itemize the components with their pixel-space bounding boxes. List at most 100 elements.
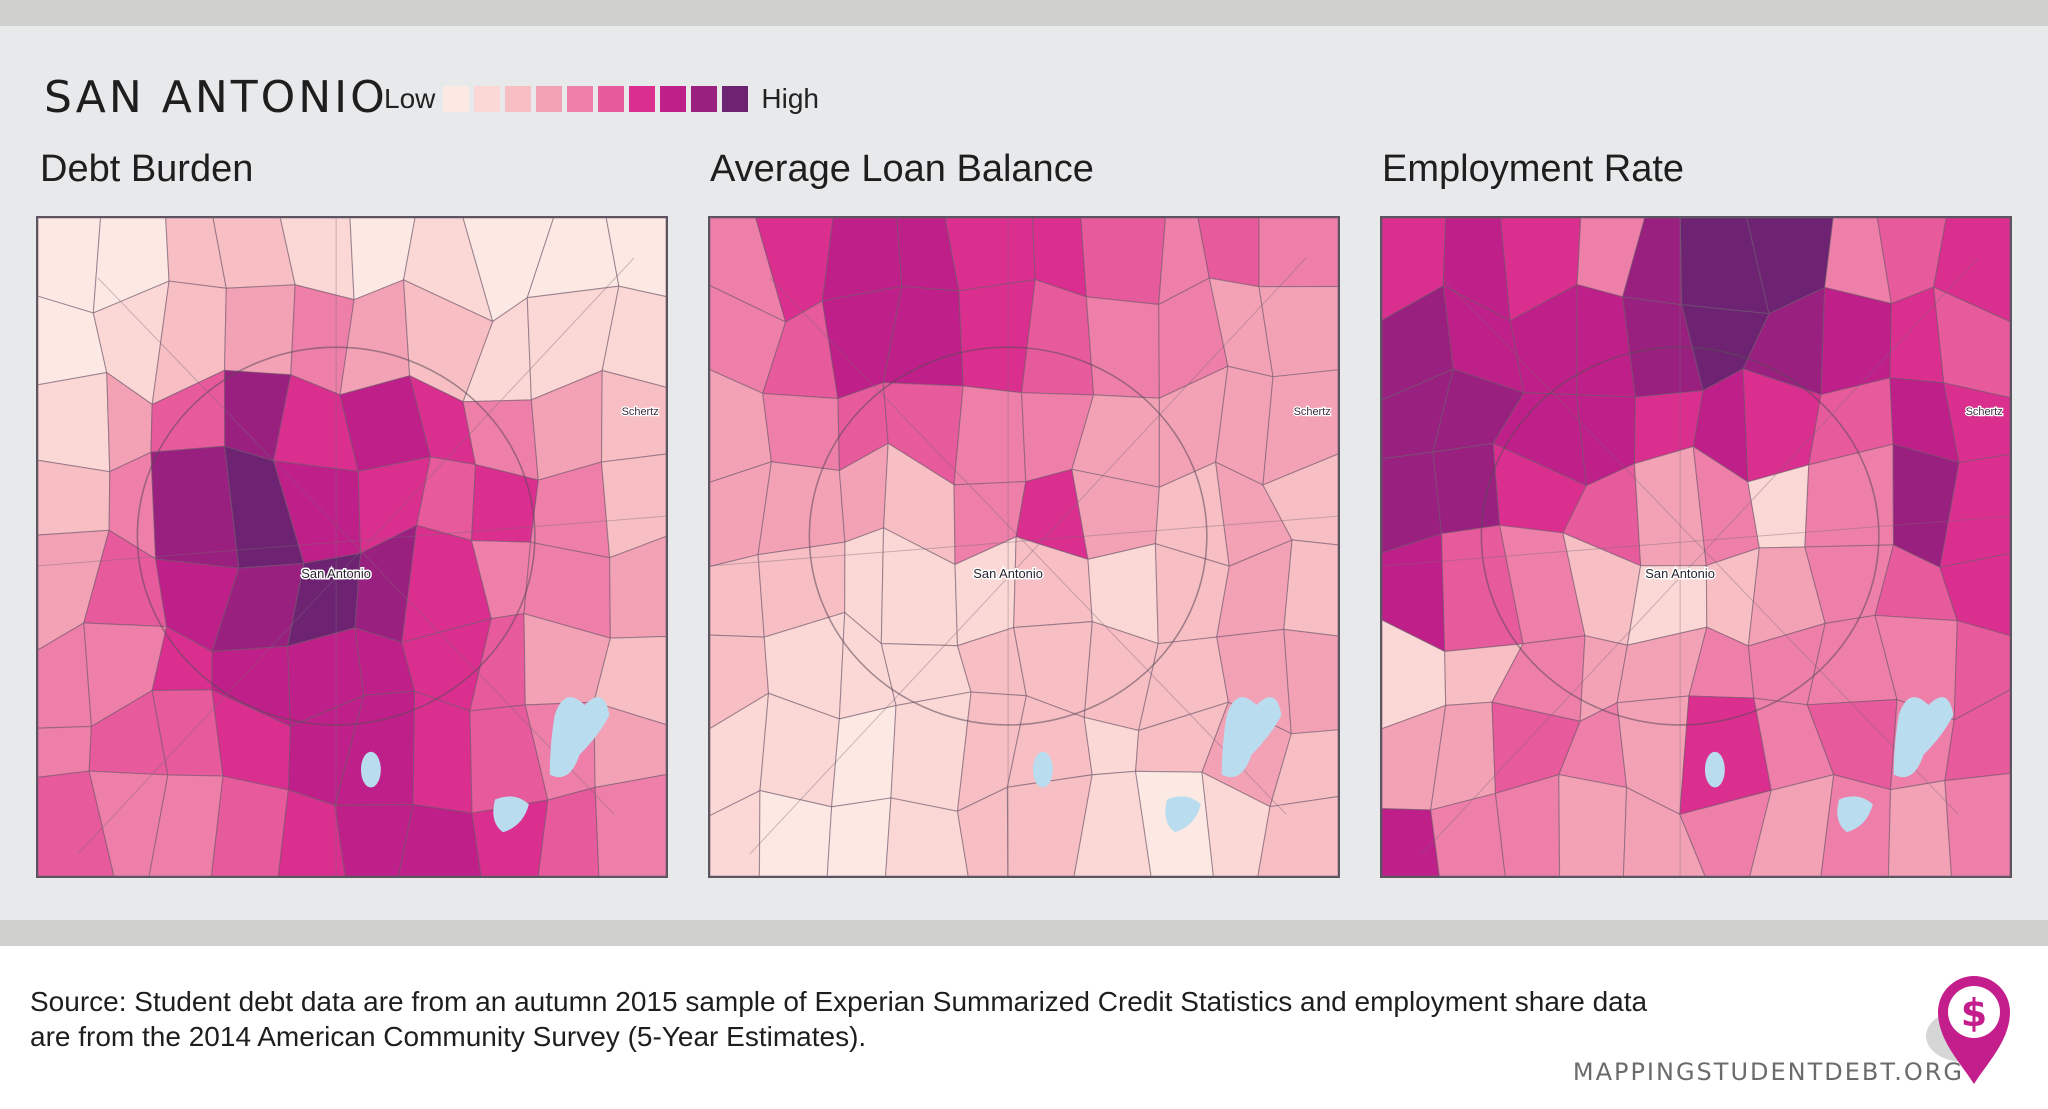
legend-swatch-2 (474, 86, 501, 112)
top-divider-bar (0, 0, 2048, 26)
highway-road (749, 257, 1307, 855)
map-region[interactable] (38, 725, 93, 778)
highway-road (38, 515, 666, 567)
map-region[interactable] (1258, 218, 1338, 288)
map-region[interactable] (758, 789, 833, 876)
map-region[interactable] (1201, 771, 1271, 876)
highway-road (77, 257, 635, 855)
legend-swatch-5 (567, 86, 594, 112)
highway-road (1382, 515, 2010, 567)
city-label: San Antonio (301, 566, 371, 581)
map-region[interactable] (38, 459, 111, 536)
map-region[interactable] (609, 535, 666, 639)
map-region[interactable] (953, 385, 1027, 486)
map-region[interactable] (38, 371, 111, 473)
map-region[interactable] (1382, 808, 1440, 876)
map-region[interactable] (710, 789, 761, 876)
map-region[interactable] (1283, 628, 1338, 735)
map-region[interactable] (1887, 779, 1953, 876)
map-region[interactable] (1943, 382, 2010, 464)
map-region[interactable] (600, 453, 666, 559)
map-region[interactable] (1953, 619, 2010, 721)
map-region[interactable] (88, 770, 169, 876)
legend-swatch-10 (722, 86, 749, 112)
svg-text:$: $ (1961, 991, 1987, 1035)
legend-swatch-1 (443, 86, 470, 112)
city-label: San Antonio (1645, 566, 1715, 581)
map-region[interactable] (1622, 786, 1706, 876)
map-region[interactable] (600, 369, 666, 463)
map-region[interactable] (1257, 796, 1338, 876)
map-region[interactable] (1820, 286, 1892, 396)
map-region[interactable] (593, 701, 666, 789)
lake-shape (1704, 751, 1725, 788)
map-region[interactable] (210, 775, 290, 876)
map-region[interactable] (1944, 689, 2010, 782)
map-region[interactable] (1939, 453, 2010, 569)
map-region[interactable] (593, 635, 666, 726)
choropleth-map-debt-burden: San Antonio Schertz (38, 218, 666, 876)
city-title: SAN ANTONIO (44, 72, 388, 123)
map-region[interactable] (601, 285, 666, 388)
map-region[interactable] (334, 803, 414, 876)
legend-swatch-6 (598, 86, 625, 112)
map-region[interactable] (1073, 770, 1152, 876)
map-region[interactable] (1262, 369, 1338, 486)
map-region[interactable] (885, 797, 969, 876)
map-region[interactable] (150, 445, 240, 569)
legend-swatch-8 (660, 86, 687, 112)
map-region[interactable] (277, 789, 346, 876)
map-region[interactable] (1006, 774, 1093, 876)
map-region[interactable] (1080, 218, 1166, 306)
map-region[interactable] (537, 786, 600, 876)
highway-road (710, 515, 1338, 567)
map-region[interactable] (1494, 773, 1561, 876)
suburb-label: Schertz (1294, 406, 1331, 418)
map-region[interactable] (1430, 792, 1506, 876)
map-region[interactable] (1085, 296, 1160, 399)
lake-shape (549, 697, 610, 778)
map-region[interactable] (412, 690, 473, 814)
map-region[interactable] (826, 797, 892, 876)
map-region[interactable] (1432, 442, 1501, 535)
legend-swatch-3 (505, 86, 532, 112)
map-employment-rate[interactable]: San Antonio Schertz (1380, 216, 2012, 878)
bottom-divider-bar (0, 920, 2048, 946)
map-debt-burden[interactable]: San Antonio Schertz (36, 216, 668, 878)
map-region[interactable] (397, 803, 482, 876)
highway-road (97, 277, 615, 815)
suburb-label: Schertz (1966, 406, 2003, 418)
legend-swatch-4 (536, 86, 563, 112)
suburb-label: Schertz (622, 406, 659, 418)
legend-swatch-7 (629, 86, 656, 112)
beltway-road (808, 346, 1208, 726)
map-region[interactable] (1933, 286, 2010, 399)
map-region[interactable] (605, 218, 666, 298)
map-region[interactable] (757, 461, 846, 556)
map-region[interactable] (1939, 552, 2010, 637)
source-note: Source: Student debt data are from an au… (30, 986, 1648, 1052)
map-region[interactable] (1679, 789, 1772, 876)
dollar-map-pin-icon[interactable]: $ (1924, 966, 2016, 1086)
map-region[interactable] (148, 774, 224, 876)
map-average-loan-balance[interactable]: San Antonio Schertz (708, 216, 1340, 878)
color-legend: Low High (384, 80, 819, 118)
map-region[interactable] (1283, 539, 1338, 637)
choropleth-map-employment-rate: San Antonio Schertz (1382, 218, 2010, 876)
highway-road (769, 277, 1287, 815)
map-region[interactable] (1749, 773, 1835, 876)
legend-swatches (443, 86, 753, 112)
map-region[interactable] (944, 218, 1036, 292)
map-region[interactable] (594, 774, 666, 876)
map-region[interactable] (1262, 453, 1338, 546)
map-region[interactable] (956, 786, 1009, 876)
map-region[interactable] (1944, 772, 2010, 876)
map-region[interactable] (1558, 773, 1628, 876)
site-url[interactable]: MAPPINGSTUDENTDEBT.ORG (1572, 1058, 1964, 1086)
map-region[interactable] (1269, 729, 1338, 808)
map-region[interactable] (710, 553, 765, 638)
choropleth-map-average-loan-balance: San Antonio Schertz (710, 218, 1338, 876)
map-region[interactable] (762, 392, 840, 472)
map-region[interactable] (1258, 285, 1338, 378)
lake-shape (493, 796, 529, 833)
